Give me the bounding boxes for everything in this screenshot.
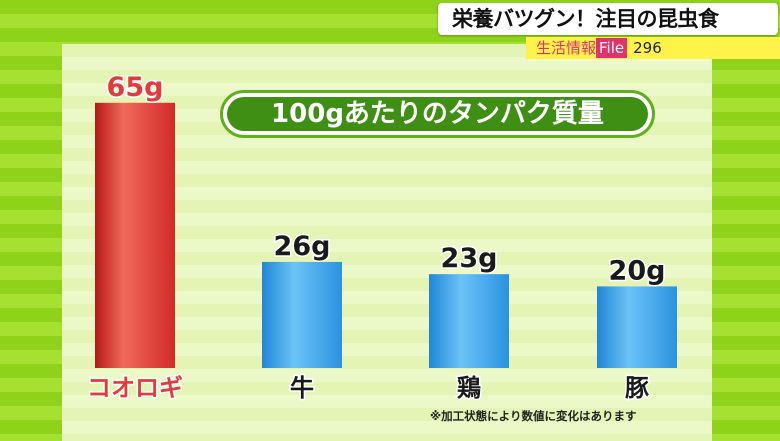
value-label-3: 23g [441,243,498,274]
headline-caption: 栄養バツグン！注目の昆虫食 [438,3,778,35]
caption-bar: 栄養バツグン！注目の昆虫食 生活情報 File 296 [420,0,780,59]
footnote: ※加工状態により数値に変化はあります [430,409,637,423]
category-label-3: 鶏 [457,374,481,402]
chart-title-pill: 100gあたりのタンパク質量 [220,90,655,138]
section-label: 生活情報 [536,39,597,57]
category-label-4: 豚 [624,374,649,402]
category-label-1: コオロギ [87,374,183,402]
chart-title: 100gあたりのタンパク質量 [227,97,648,131]
category-label-2: 牛 [290,374,314,402]
value-label-1: 65g [107,72,164,103]
value-label-2: 26g [274,231,331,262]
segment-caption: 生活情報 File 296 [526,37,780,59]
bar-3 [429,274,509,368]
file-label: File [596,38,628,58]
value-label-4: 20g [609,255,666,286]
bar-1 [95,102,175,369]
bar-2 [262,261,342,368]
bar-4 [597,286,677,368]
file-number: 296 [633,39,662,57]
